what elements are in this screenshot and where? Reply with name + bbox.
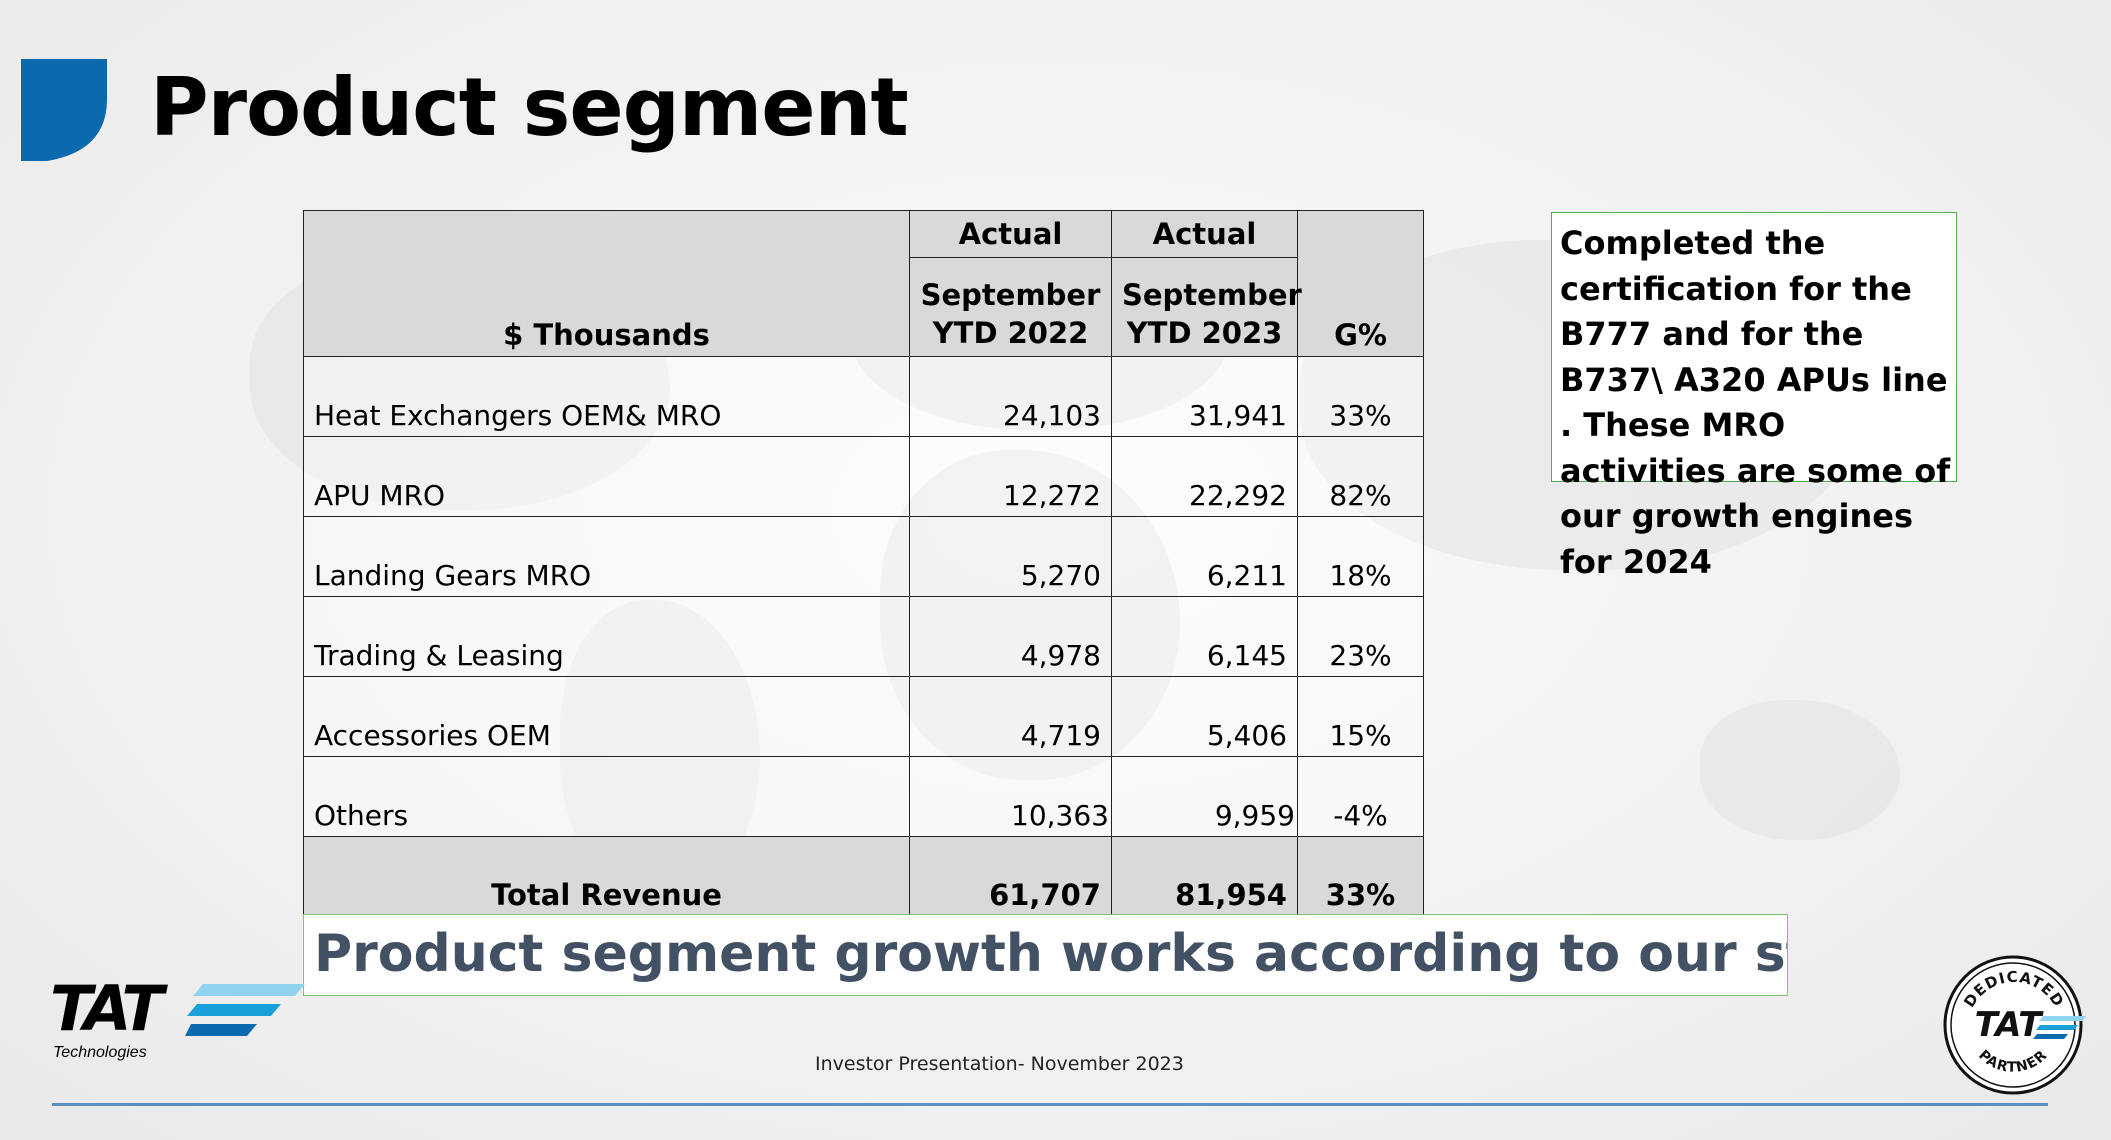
table-row: Accessories OEM 4,719 5,406 15% bbox=[303, 676, 1424, 757]
header-unit-label: $ Thousands bbox=[303, 210, 910, 357]
header-growth: G% bbox=[1297, 210, 1424, 357]
certification-note: Completed the certification for the B777… bbox=[1551, 212, 1957, 581]
row-ytd2022: 4,719 bbox=[909, 676, 1112, 757]
header-col2-top: Actual bbox=[1111, 210, 1298, 258]
logo-wings-icon bbox=[185, 984, 305, 1036]
table-row: Trading & Leasing 4,978 6,145 23% bbox=[303, 596, 1424, 677]
row-label: Trading & Leasing bbox=[303, 596, 910, 677]
row-growth: 82% bbox=[1297, 436, 1424, 517]
table-total-row: Total Revenue 61,707 81,954 33% bbox=[303, 836, 1424, 917]
row-ytd2023: 9,959 bbox=[1111, 756, 1298, 837]
table-header-row-top: $ Thousands Actual Actual G% bbox=[303, 210, 1424, 357]
row-growth: 23% bbox=[1297, 596, 1424, 677]
row-growth: -4% bbox=[1297, 756, 1424, 837]
table-row: APU MRO 12,272 22,292 82% bbox=[303, 436, 1424, 517]
header-col2-year: YTD 2023 bbox=[1126, 316, 1283, 350]
row-ytd2022: 12,272 bbox=[909, 436, 1112, 517]
table-row: Others 10,363 9,959 -4% bbox=[303, 756, 1424, 837]
map-continent-australia bbox=[1700, 700, 1900, 840]
badge-center-text: TAT bbox=[1975, 1005, 2045, 1045]
table-row: Heat Exchangers OEM& MRO 24,103 31,941 3… bbox=[303, 356, 1424, 437]
row-ytd2022: 10,363 bbox=[909, 756, 1112, 837]
row-label: Landing Gears MRO bbox=[303, 516, 910, 597]
row-growth: 18% bbox=[1297, 516, 1424, 597]
row-ytd2022: 24,103 bbox=[909, 356, 1112, 437]
total-label: Total Revenue bbox=[303, 836, 910, 917]
header-col1-top: Actual bbox=[909, 210, 1112, 258]
row-ytd2022: 5,270 bbox=[909, 516, 1112, 597]
row-ytd2023: 22,292 bbox=[1111, 436, 1298, 517]
row-ytd2023: 31,941 bbox=[1111, 356, 1298, 437]
row-label: Heat Exchangers OEM& MRO bbox=[303, 356, 910, 437]
row-ytd2023: 5,406 bbox=[1111, 676, 1298, 757]
header-col1-year: YTD 2022 bbox=[932, 316, 1089, 350]
row-growth: 33% bbox=[1297, 356, 1424, 437]
product-segment-table: $ Thousands Actual Actual G% September Y… bbox=[303, 210, 1424, 917]
row-growth: 15% bbox=[1297, 676, 1424, 757]
row-label: APU MRO bbox=[303, 436, 910, 517]
header-col2-month: September bbox=[1122, 278, 1302, 312]
header-col1-period: September YTD 2022 bbox=[909, 257, 1112, 357]
title-accent-shape bbox=[21, 59, 107, 161]
logo-subtitle: Technologies bbox=[53, 1044, 147, 1061]
table-header-row-bottom: September YTD 2022 September YTD 2023 bbox=[304, 257, 1424, 357]
row-label: Accessories OEM bbox=[303, 676, 910, 757]
page-title: Product segment bbox=[150, 61, 909, 154]
table-row: Landing Gears MRO 5,270 6,211 18% bbox=[303, 516, 1424, 597]
row-ytd2023: 6,211 bbox=[1111, 516, 1298, 597]
tat-technologies-logo: TAT Technologies bbox=[50, 978, 305, 1064]
row-ytd2023: 6,145 bbox=[1111, 596, 1298, 677]
footer-text: Investor Presentation- November 2023 bbox=[815, 1053, 1184, 1075]
total-ytd2023: 81,954 bbox=[1111, 836, 1298, 917]
header-col2-period: September YTD 2023 bbox=[1111, 257, 1302, 357]
footer-divider bbox=[52, 1103, 2048, 1106]
total-growth: 33% bbox=[1297, 836, 1424, 917]
dedicated-partner-badge-icon: DEDICATED TAT PARTNER bbox=[1943, 955, 2086, 1095]
row-label: Others bbox=[303, 756, 910, 837]
row-ytd2022: 4,978 bbox=[909, 596, 1112, 677]
total-ytd2022: 61,707 bbox=[909, 836, 1112, 917]
logo-wordmark: TAT bbox=[50, 972, 164, 1045]
strategy-banner: Product segment growth works according t… bbox=[303, 914, 1788, 996]
header-col1-month: September bbox=[920, 278, 1101, 312]
